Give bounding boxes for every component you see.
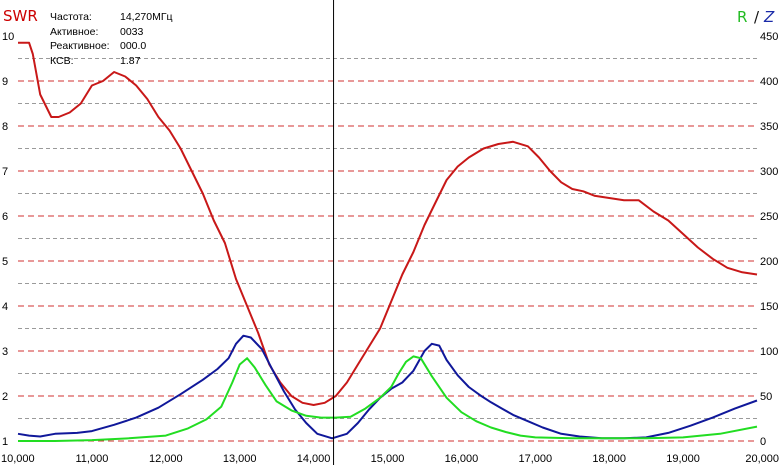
right-tick-label: 350	[760, 121, 778, 133]
reactive-label: Реактивное:	[50, 40, 110, 52]
left-tick-label: 7	[2, 166, 8, 178]
left-tick-label: 4	[2, 301, 8, 313]
z-series-line	[17, 334, 758, 440]
left-tick-label: 6	[2, 211, 8, 223]
x-tick-label: 19,000	[666, 453, 700, 465]
z-title: Z	[763, 8, 775, 26]
swr-value: 1.87	[120, 55, 141, 67]
frequency-label: Частота:	[50, 11, 92, 23]
swr-title: SWR	[3, 7, 38, 25]
left-tick-label: 5	[2, 256, 8, 268]
x-tick-label: 17,000	[518, 453, 552, 465]
left-tick-label: 10	[2, 31, 14, 43]
swr-series-line	[18, 41, 758, 406]
right-axis-ticks: 0 50 100 150 200 250 300 350 400 450	[760, 31, 778, 448]
reactive-value: 000.0	[120, 40, 146, 52]
frequency-value: 14,270МГц	[120, 11, 173, 23]
x-tick-label: 16,000	[445, 453, 479, 465]
right-tick-label: 200	[760, 256, 778, 268]
x-tick-label: 11,000	[75, 453, 108, 465]
right-tick-label: 50	[760, 391, 772, 403]
grid-lines	[18, 58, 757, 442]
left-axis-ticks: 1 2 3 4 5 6 7 8 9 10	[2, 31, 14, 448]
series-lines	[17, 41, 758, 442]
left-tick-label: 9	[2, 76, 8, 88]
swr-label: КСВ:	[50, 55, 74, 67]
r-series-line	[18, 355, 758, 442]
right-tick-label: 400	[760, 76, 778, 88]
info-panel: Частота: 14,270МГц Активное: 0033 Реакти…	[50, 11, 173, 67]
slash-separator: /	[754, 8, 760, 26]
r-title: R	[737, 8, 747, 26]
x-tick-label: 15,000	[371, 453, 405, 465]
x-axis-ticks: 10,000 11,000 12,000 13,000 14,000 15,000 16,0…	[1, 453, 779, 465]
x-tick-label: 13,000	[223, 453, 257, 465]
left-tick-label: 3	[2, 346, 8, 358]
right-tick-label: 250	[760, 211, 778, 223]
right-tick-label: 0	[760, 436, 766, 448]
active-label: Активное:	[50, 26, 98, 38]
right-tick-label: 100	[760, 346, 778, 358]
right-tick-label: 450	[760, 31, 778, 43]
right-tick-label: 150	[760, 301, 778, 313]
active-value: 0033	[120, 26, 144, 38]
left-tick-label: 2	[2, 391, 8, 403]
right-tick-label: 300	[760, 166, 778, 178]
left-tick-label: 8	[2, 121, 8, 133]
x-tick-label: 12,000	[149, 453, 183, 465]
x-tick-label: 14,000	[297, 453, 331, 465]
x-tick-label: 20,000	[745, 453, 779, 465]
x-tick-label: 18,000	[592, 453, 626, 465]
left-tick-label: 1	[2, 436, 8, 448]
x-tick-label: 10,000	[1, 453, 35, 465]
